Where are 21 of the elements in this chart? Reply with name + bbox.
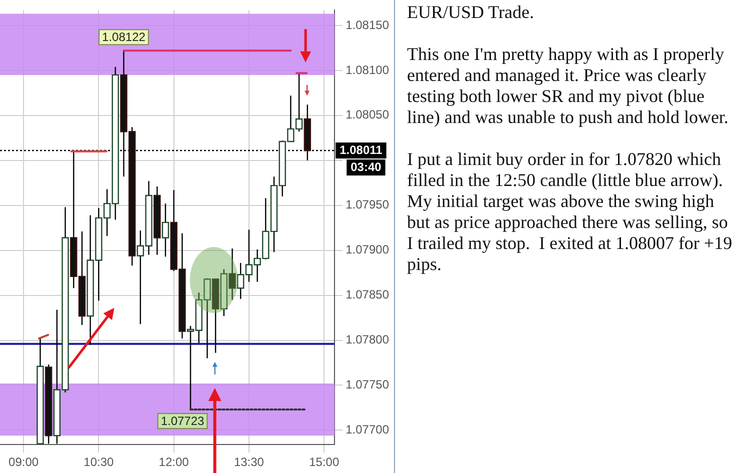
text: I put a limit buy order in for 1.07820 which filled in the 12:50 candle (little blue arrow). My initial target was above the swing high but as price approached there was selling, so I trailed my stop. I exited at 1.08007 for +19 pips. — [407, 149, 734, 275]
y-tick-label: 1.07700 — [346, 422, 390, 437]
x-tick-label: 13:30 — [234, 455, 264, 470]
x-tick-label: 09:00 — [8, 455, 39, 470]
ref-line-label: 1.08011 — [340, 142, 383, 157]
y-tick-label: 1.08050 — [346, 108, 390, 122]
y-tick-label: 1.07950 — [346, 198, 390, 212]
x-tick-label: 10:30 — [84, 455, 114, 470]
y-tick-label: 1.07750 — [346, 378, 390, 392]
text: This one I'm pretty happy with as I properly entered and managed it. Price was clearly testing both lower SR and my pivot (blue line) and was unable to push and hold lower. — [407, 44, 730, 128]
y-tick-label: 1.07900 — [346, 242, 390, 257]
annotation: 1.07723 — [160, 414, 205, 428]
text: EUR/USD Trade. — [407, 2, 536, 23]
y-tick-label: 1.08150 — [346, 18, 390, 32]
annotation: 1.08122 — [102, 30, 146, 44]
y-tick-label: 1.07850 — [346, 288, 390, 302]
y-tick-label: 1.07800 — [346, 332, 390, 347]
x-tick-label: 12:00 — [158, 455, 190, 470]
x-tick-label: 15:00 — [309, 455, 340, 470]
y-tick-label: 1.08100 — [346, 62, 390, 77]
text: 03:40 — [350, 160, 382, 174]
